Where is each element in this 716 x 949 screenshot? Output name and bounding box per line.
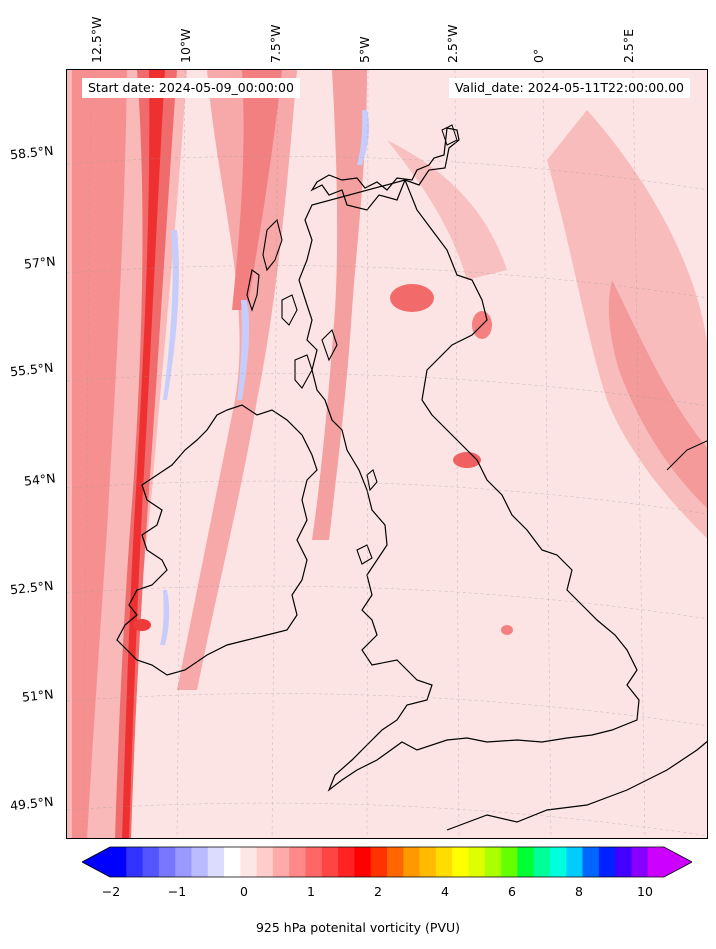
colorbar-segment — [517, 847, 535, 877]
valid-date-label: Valid_date: 2024-05-11T22:00:00.00 — [448, 78, 690, 98]
colorbar-segment — [224, 847, 241, 877]
colorbar-segment — [582, 847, 600, 877]
colorbar-segment — [289, 847, 307, 877]
colorbar-segment — [191, 847, 209, 877]
colorbar-tick-label: 8 — [575, 884, 583, 899]
longitude-label: 0° — [531, 48, 546, 63]
colorbar-min-extend — [82, 847, 110, 877]
colorbar-segment — [501, 847, 518, 877]
colorbar-segment — [338, 847, 355, 877]
colorbar-tick-label: 6 — [508, 884, 516, 899]
longitude-label: 2.5°W — [445, 24, 460, 64]
latitude-label: 52.5°N — [9, 577, 55, 598]
colorbar-segment — [403, 847, 421, 877]
colorbar-tick-label: 10 — [637, 884, 653, 899]
map-panel — [66, 69, 708, 839]
colorbar-segment — [435, 847, 453, 877]
colorbar-segment — [126, 847, 144, 877]
colorbar-segment — [387, 847, 404, 877]
colorbar-segment — [305, 847, 323, 877]
colorbar — [82, 846, 692, 878]
latitude-label: 49.5°N — [9, 793, 55, 814]
colorbar-tick-label: 1 — [307, 884, 315, 899]
graticule — [67, 70, 707, 838]
colorbar-segment — [647, 847, 665, 877]
longitude-label: 7.5°W — [268, 24, 283, 64]
colorbar-segment — [419, 847, 437, 877]
colorbar-segment — [240, 847, 258, 877]
latitude-label: 57°N — [23, 253, 57, 272]
colorbar-segment — [207, 847, 225, 877]
pv-map — [67, 70, 707, 838]
colorbar-segment — [533, 847, 551, 877]
negative-pv-streak — [163, 230, 179, 400]
continent-coastline — [446, 740, 707, 831]
colorbar-segment — [175, 847, 192, 877]
colorbar-segment — [468, 847, 486, 877]
pv-ridge-line — [122, 70, 165, 838]
colorbar-segment — [484, 847, 502, 877]
ireland-coastline — [116, 404, 318, 676]
latitude-label: 55.5°N — [9, 359, 55, 380]
longitude-label: 12.5°W — [89, 16, 104, 63]
colorbar-segment — [256, 847, 274, 877]
colorbar-tick-label: −1 — [167, 884, 187, 899]
colorbar-segment — [566, 847, 584, 877]
colorbar-segment — [110, 847, 127, 877]
colorbar-segment — [354, 847, 372, 877]
colorbar-label: 925 hPa potenital vorticity (PVU) — [255, 920, 461, 935]
latitude-label: 58.5°N — [9, 142, 55, 163]
start-date-label: Start date: 2024-05-09_00:00:00 — [82, 78, 300, 98]
colorbar-tick-label: 4 — [441, 884, 449, 899]
colorbar-tick-label: 0 — [240, 884, 248, 899]
colorbar-tick-label: −2 — [101, 884, 121, 899]
colorbar-segment — [549, 847, 567, 877]
scotland-north-coast — [310, 127, 460, 211]
colorbar-segment — [158, 847, 176, 877]
colorbar-segment — [370, 847, 388, 877]
colorbar-tick-label: 2 — [374, 884, 382, 899]
latitude-label: 54°N — [23, 470, 57, 489]
longitude-label: 2.5°E — [621, 28, 636, 63]
colorbar-segment — [272, 847, 290, 877]
colorbar-max-extend — [664, 847, 692, 877]
colorbar-segment — [615, 847, 632, 877]
latitude-label: 51°N — [21, 686, 55, 705]
colorbar-segment — [631, 847, 649, 877]
longitude-label: 10°W — [178, 28, 193, 63]
longitude-label: 5°W — [357, 36, 372, 63]
colorbar-outline — [82, 846, 692, 878]
colorbar-segment — [598, 847, 616, 877]
great-britain-coastline — [298, 179, 640, 792]
colorbar-segment — [321, 847, 339, 877]
colorbar-segment — [452, 847, 469, 877]
colorbar-segment — [142, 847, 160, 877]
